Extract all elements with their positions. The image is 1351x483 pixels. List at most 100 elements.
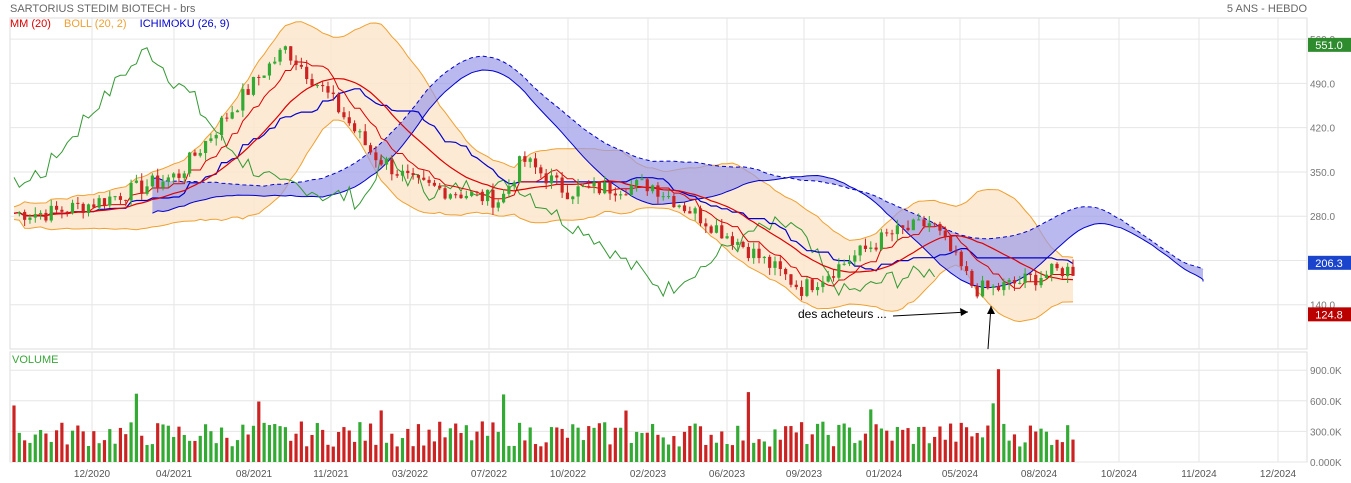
candle-body	[358, 131, 362, 133]
legend-mm[interactable]: MM (20)	[10, 18, 51, 30]
volume-bar	[895, 426, 899, 462]
legend-ichimoku[interactable]: ICHIMOKU (26, 9)	[139, 18, 230, 30]
volume-bar	[198, 435, 202, 462]
ichimoku-span-b	[152, 55, 1204, 270]
x-tick-label: 03/2022	[392, 469, 429, 480]
x-tick-label: 01/2024	[866, 469, 903, 480]
volume-bar	[528, 427, 532, 462]
volume-bar	[911, 443, 915, 462]
ichimoku-span-a	[152, 69, 1204, 289]
candle-body	[762, 256, 766, 259]
volume-bar	[86, 445, 91, 462]
volume-bar	[150, 444, 154, 462]
volume-bar	[629, 442, 633, 462]
volume-bar	[92, 431, 96, 462]
candle-body	[635, 179, 639, 186]
volume-bar	[374, 444, 378, 462]
candle-body	[235, 110, 240, 113]
candle-body	[528, 158, 532, 162]
candle-body	[102, 198, 107, 206]
volume-bar	[603, 422, 607, 462]
candle-body	[283, 46, 287, 50]
volume-bar	[1044, 431, 1048, 462]
candle-body	[384, 159, 389, 165]
candle-body	[209, 138, 213, 141]
volume-bar	[949, 423, 953, 462]
volume-bar	[996, 369, 1001, 462]
candle-body	[757, 248, 761, 259]
candle-body	[736, 241, 740, 245]
candle-body	[512, 182, 516, 187]
volume-bar	[129, 422, 133, 462]
volume-bar	[219, 427, 224, 462]
candle-body	[70, 202, 75, 213]
candle-body	[805, 279, 809, 296]
volume-bar	[448, 428, 452, 462]
candle-body	[688, 211, 692, 214]
volume-bar	[890, 440, 894, 462]
volume-bar	[411, 446, 415, 462]
x-tick-label: 10/2022	[550, 469, 587, 480]
candle-body	[363, 131, 367, 146]
volume-bar	[980, 437, 985, 462]
volume-bar	[177, 426, 181, 462]
volume-bar	[427, 429, 431, 462]
candle-body	[299, 64, 303, 67]
price-tag	[1308, 307, 1351, 322]
volume-bar	[12, 405, 16, 462]
candle-body	[869, 247, 873, 249]
price-tick-label: 490.0	[1310, 79, 1335, 90]
candle-body	[65, 211, 69, 213]
volume-bar	[736, 425, 740, 462]
bollinger-band	[14, 21, 1073, 322]
candle-body	[693, 208, 697, 214]
volume-bar	[1066, 425, 1070, 462]
candle-body	[501, 193, 506, 203]
candle-body	[188, 152, 192, 174]
candle-body	[39, 212, 43, 215]
volume-bar	[246, 434, 250, 462]
volume-bar	[565, 437, 570, 462]
ichimoku-lagging-span	[13, 47, 936, 298]
candle-body	[794, 284, 798, 288]
volume-bar	[1034, 431, 1038, 462]
volume-bar	[597, 423, 601, 462]
candle-body	[60, 209, 64, 212]
candle-body	[113, 196, 117, 198]
volume-bar	[927, 443, 931, 462]
candle-body	[645, 179, 649, 192]
candle-body	[587, 186, 591, 188]
candle-body	[1060, 268, 1064, 277]
volume-bar	[134, 393, 138, 462]
volume-bar	[645, 432, 649, 462]
volume-bar	[49, 441, 53, 462]
volume-bar	[720, 431, 724, 462]
volume-bar	[794, 432, 798, 462]
volume-tick-label: 900.0K	[1310, 366, 1342, 377]
volume-bar	[869, 409, 873, 462]
volume-bar	[486, 435, 490, 462]
candle-body	[821, 281, 825, 288]
volume-bar	[709, 434, 713, 462]
candle-body	[262, 75, 266, 78]
candle-body	[241, 89, 245, 111]
volume-bar	[23, 440, 27, 462]
volume-bar	[815, 423, 820, 462]
candle-body	[517, 156, 522, 183]
candle-body	[342, 112, 346, 118]
candle-body	[996, 286, 1001, 291]
candle-body	[768, 256, 772, 268]
volume-bar	[251, 425, 256, 462]
candle-body	[1012, 280, 1017, 284]
legend-boll[interactable]: BOLL (20, 2)	[64, 18, 127, 30]
candle-body	[895, 225, 899, 235]
volume-bar	[784, 426, 788, 462]
volume-bar	[571, 424, 575, 462]
candle-body	[603, 182, 607, 194]
volume-bar	[1012, 434, 1017, 462]
candle-body	[1018, 282, 1022, 284]
candle-body	[454, 194, 458, 196]
candle-body	[661, 196, 665, 198]
volume-bar	[800, 422, 804, 462]
